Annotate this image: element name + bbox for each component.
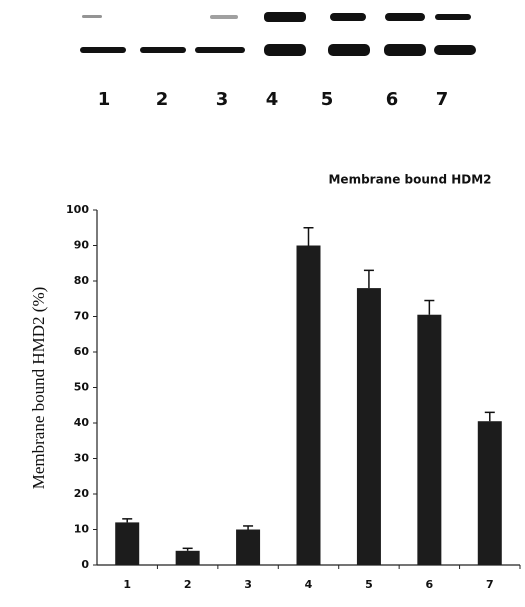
bar [115, 522, 139, 565]
y-tick-label: 0 [81, 558, 89, 571]
blot-band [140, 47, 186, 53]
blot-band [384, 44, 426, 56]
blot-band [264, 44, 306, 56]
blot-band [435, 14, 471, 20]
chart-title: Membrane bound HDM2 [328, 173, 491, 187]
error-bar [243, 526, 253, 530]
blot-band [195, 47, 245, 53]
lane-label: 3 [216, 89, 229, 110]
y-tick-label: 70 [74, 310, 90, 323]
error-bar [304, 228, 314, 246]
blot-band [385, 13, 425, 21]
blot-band [80, 47, 126, 53]
x-tick-label: 7 [486, 578, 494, 591]
y-axis-label: Membrane bound HMD2 (%) [29, 287, 48, 490]
x-tick-label: 2 [184, 578, 192, 591]
plot: 0 10 20 30 40 50 60 70 80 90 100 1 2 3 4 5 6 7 [66, 203, 520, 591]
blot-band [82, 15, 102, 18]
x-tick-label: 3 [244, 578, 252, 591]
western-blot [80, 12, 476, 56]
bar [176, 551, 200, 565]
blot-band [434, 45, 476, 55]
lane-label: 2 [156, 89, 169, 110]
bar [417, 315, 441, 565]
y-tick-label: 90 [74, 239, 90, 252]
error-bar [424, 301, 434, 315]
x-tick-label: 6 [426, 578, 434, 591]
y-tick-label: 20 [74, 487, 90, 500]
y-tick-label: 50 [74, 381, 90, 394]
y-tick-label: 60 [74, 345, 90, 358]
blot-band [264, 12, 306, 22]
y-tick-label: 100 [66, 203, 89, 216]
lane-label: 1 [98, 89, 111, 110]
blot-band [328, 44, 370, 56]
x-tick-label: 1 [123, 578, 131, 591]
bar [236, 530, 260, 566]
y-tick-label: 80 [74, 274, 90, 287]
bar [478, 421, 502, 565]
blot-band [330, 13, 366, 21]
y-tick-label: 10 [74, 523, 90, 536]
error-bar [364, 270, 374, 288]
lane-labels: 1 2 3 4 5 6 7 [98, 89, 449, 110]
error-bar [485, 412, 495, 421]
lane-label: 7 [436, 89, 449, 110]
lane-label: 5 [321, 89, 334, 110]
error-bar [183, 548, 193, 550]
x-tick-label: 5 [365, 578, 373, 591]
lane-label: 4 [266, 89, 279, 110]
bar [297, 246, 321, 566]
y-tick-label: 30 [74, 452, 90, 465]
error-bar [122, 519, 132, 523]
x-tick-label: 4 [305, 578, 313, 591]
blot-band [210, 15, 238, 19]
y-tick-label: 40 [74, 416, 90, 429]
bar [357, 288, 381, 565]
lane-label: 6 [386, 89, 399, 110]
figure: 1 2 3 4 5 6 7 Membrane bound HDM2 Membrane bou… [0, 0, 525, 607]
